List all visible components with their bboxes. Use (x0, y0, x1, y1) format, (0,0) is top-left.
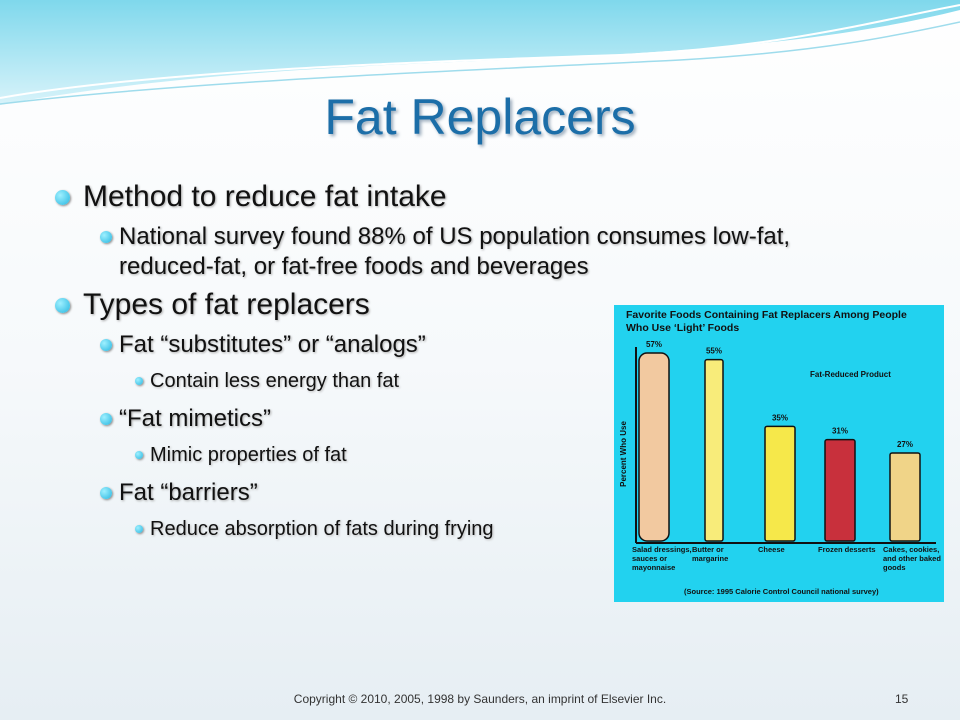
bullet-dot (135, 377, 143, 385)
bullet-item: National survey found 88% of US populati… (55, 222, 805, 282)
bar (889, 452, 921, 542)
y-axis-label: Percent Who Use (619, 421, 628, 487)
bullet-text: Fat “barriers” (119, 479, 258, 506)
bullet-text: Types of fat replacers (83, 288, 370, 321)
chart-source: (Source: 1995 Calorie Control Council na… (684, 587, 879, 596)
x-tick-label: Cakes, cookies, and other baked goods (883, 545, 941, 572)
slide-title: Fat Replacers (324, 89, 636, 145)
bullet-item: Mimic properties of fat (55, 442, 805, 468)
value-label: 55% (706, 347, 722, 356)
bullet-text: Mimic properties of fat (150, 444, 347, 466)
bullet-text: National survey found 88% of US populati… (119, 223, 791, 280)
bullet-dot (100, 487, 112, 499)
bullet-dot (135, 525, 143, 533)
bullet-dot (135, 451, 143, 459)
bar (704, 358, 724, 542)
bullet-text: Contain less energy than fat (150, 370, 400, 392)
bullet-item: Reduce absorption of fats during frying (55, 516, 805, 542)
bullet-item: Types of fat replacers (55, 288, 805, 322)
bullet-dot (55, 298, 70, 313)
bullet-dot (100, 231, 112, 243)
chart-title: Favorite Foods Containing Fat Replacers … (626, 309, 907, 334)
x-tick-label: Salad dressings, sauces or mayonnaise (632, 545, 692, 572)
bullet-text: “Fat mimetics” (119, 405, 271, 432)
value-label: 31% (832, 427, 848, 436)
x-tick-label: Cheese (758, 545, 785, 554)
value-label: 27% (897, 440, 913, 449)
bullet-item: Fat “barriers” (55, 478, 805, 508)
bullet-item: Fat “substitutes” or “analogs” (55, 330, 805, 360)
bullet-list: Method to reduce fat intake National surv… (55, 180, 805, 552)
bullet-item: “Fat mimetics” (55, 404, 805, 434)
annotation: Fat-Reduced Product (810, 370, 891, 379)
x-tick-label: Butter or margarine (692, 545, 729, 563)
bullet-text: Method to reduce fat intake (83, 180, 447, 213)
bullet-item: Method to reduce fat intake (55, 180, 805, 214)
bar (638, 352, 670, 542)
chart: Favorite Foods Containing Fat Replacers … (614, 305, 944, 602)
page-number: 15 (895, 692, 909, 706)
value-label: 57% (646, 340, 662, 349)
bullet-item: Contain less energy than fat (55, 368, 805, 394)
bullet-text: Fat “substitutes” or “analogs” (119, 331, 426, 358)
bullet-text: Reduce absorption of fats during frying (150, 518, 494, 540)
bullet-dot (100, 413, 112, 425)
x-tick-label: Frozen desserts (818, 545, 876, 554)
value-label: 35% (772, 413, 788, 422)
bullet-dot (55, 190, 70, 205)
plot: Percent Who Use Fat-Reduced Product 57% 55%… (619, 340, 936, 544)
bullet-dot (100, 339, 112, 351)
copyright: Copyright © 2010, 2005, 1998 by Saunders… (293, 692, 667, 706)
bar (764, 425, 796, 542)
header-wave (0, 0, 960, 105)
bar (824, 438, 856, 542)
